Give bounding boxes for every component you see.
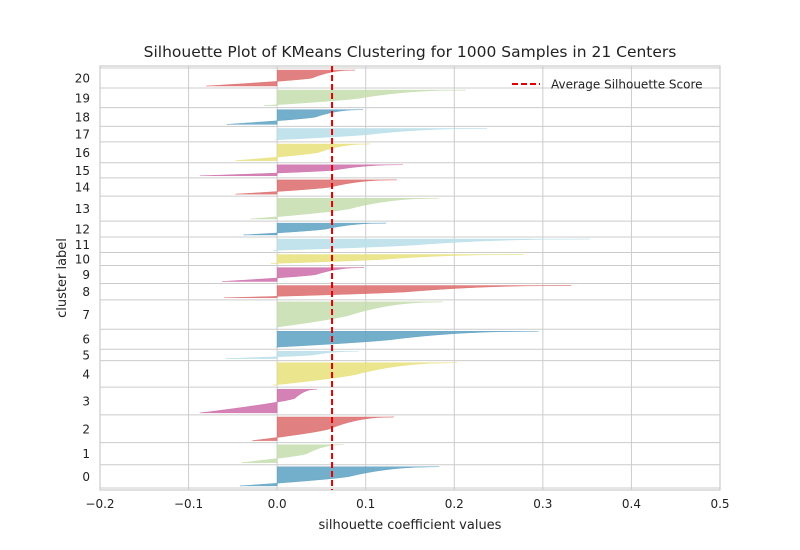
chart-title: Silhouette Plot of KMeans Clustering for… xyxy=(144,43,677,61)
x-tick-label: 0.3 xyxy=(533,497,552,511)
x-tick-label: −0.1 xyxy=(174,497,203,511)
silhouette-cluster-0 xyxy=(239,466,440,487)
silhouette-cluster-19 xyxy=(263,89,466,106)
silhouette-cluster-20 xyxy=(206,69,356,87)
silhouette-cluster-4 xyxy=(272,362,457,386)
silhouette-cluster-18 xyxy=(226,109,364,125)
y-tick-label: 5 xyxy=(82,348,90,362)
x-tick-label: −0.2 xyxy=(85,497,114,511)
legend: Average Silhouette Score xyxy=(512,78,703,92)
silhouette-cluster-6 xyxy=(276,331,539,348)
y-tick-label: 17 xyxy=(75,128,90,142)
silhouette-series xyxy=(200,69,590,487)
x-tick-label: 0.1 xyxy=(356,497,375,511)
y-tick-label: 12 xyxy=(75,223,90,237)
silhouette-cluster-5 xyxy=(225,351,359,359)
y-tick-label: 15 xyxy=(75,164,90,178)
y-tick-label: 18 xyxy=(75,111,90,125)
silhouette-cluster-1 xyxy=(241,444,344,463)
plot-area xyxy=(100,66,720,490)
y-tick-label: 20 xyxy=(75,72,90,86)
plot-frame xyxy=(99,65,721,491)
x-tick-label: 0.2 xyxy=(445,497,464,511)
x-tick-label: 0.0 xyxy=(268,497,287,511)
x-axis-label: silhouette coefficient values xyxy=(319,518,502,533)
y-tick-label: 9 xyxy=(82,268,90,282)
silhouette-cluster-12 xyxy=(243,222,387,236)
silhouette-cluster-14 xyxy=(235,179,397,195)
silhouette-cluster-7 xyxy=(276,301,443,328)
silhouette-cluster-17 xyxy=(275,128,488,141)
x-tick-labels: −0.2 −0.1 0.0 0.1 0.2 0.3 0.4 0.5 xyxy=(85,497,729,511)
silhouette-cluster-11 xyxy=(272,238,590,251)
legend-label: Average Silhouette Score xyxy=(551,78,703,92)
x-tick-label: 0.4 xyxy=(622,497,641,511)
y-tick-label: 4 xyxy=(82,367,90,381)
y-tick-label: 2 xyxy=(82,422,90,436)
y-axis-label: cluster label xyxy=(55,238,70,318)
y-tick-label: 11 xyxy=(75,238,90,252)
y-tick-label: 16 xyxy=(75,146,90,160)
y-tick-label: 10 xyxy=(75,253,90,267)
y-tick-label: 3 xyxy=(82,395,90,409)
y-tick-label: 14 xyxy=(75,181,90,195)
x-tick-label: 0.5 xyxy=(710,497,729,511)
silhouette-cluster-10 xyxy=(270,254,524,264)
y-grid xyxy=(100,67,720,489)
y-tick-label: 19 xyxy=(75,91,90,105)
y-tick-label: 1 xyxy=(82,447,90,461)
silhouette-cluster-8 xyxy=(223,285,572,298)
silhouette-cluster-2 xyxy=(252,416,395,441)
silhouette-cluster-9 xyxy=(222,267,364,282)
y-tick-label: 8 xyxy=(82,285,90,299)
y-tick-label: 7 xyxy=(82,308,90,322)
silhouette-cluster-3 xyxy=(200,389,318,414)
y-tick-label: 6 xyxy=(82,333,90,347)
silhouette-cluster-16 xyxy=(235,143,371,161)
y-tick-label: 13 xyxy=(75,202,90,216)
y-tick-label: 0 xyxy=(82,470,90,484)
silhouette-cluster-13 xyxy=(250,198,440,220)
